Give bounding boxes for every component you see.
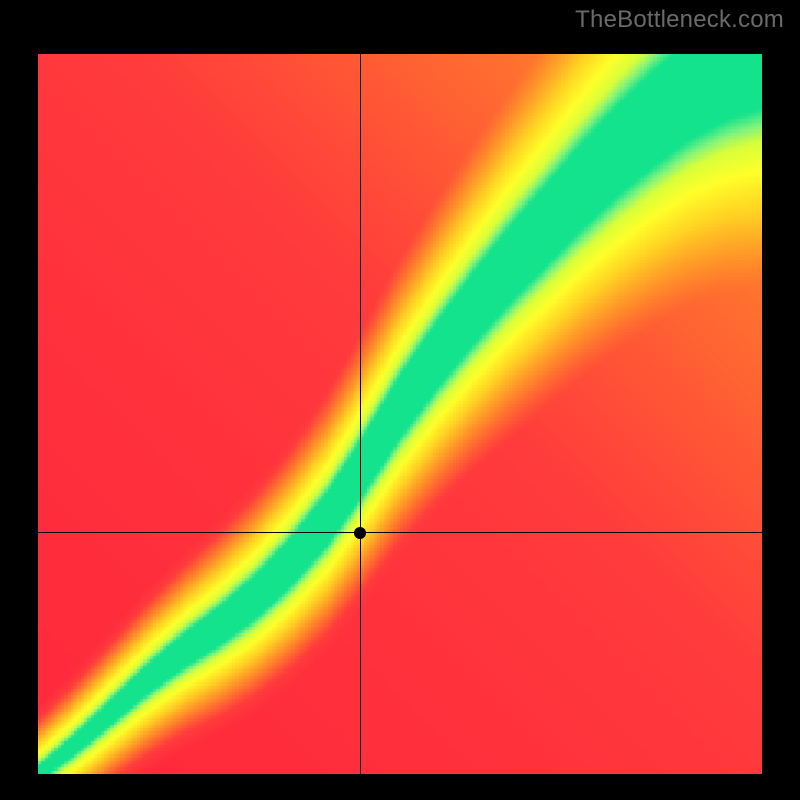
crosshair-vertical — [360, 54, 361, 774]
plot-area — [38, 54, 762, 774]
watermark-text: TheBottleneck.com — [575, 6, 784, 34]
heatmap-canvas — [38, 54, 762, 774]
plot-outer-border — [28, 44, 772, 784]
chart-frame: TheBottleneck.com — [0, 0, 800, 800]
crosshair-marker-dot — [354, 527, 366, 539]
crosshair-horizontal — [38, 532, 762, 533]
